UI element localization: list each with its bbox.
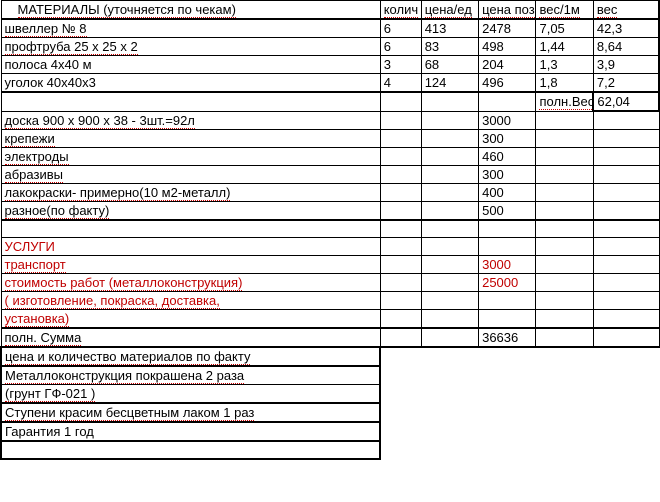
service-row: стоимость работ (металлоконструкция) 250… (1, 274, 659, 292)
header-weight: вес (593, 1, 659, 20)
material-w1: 7,05 (536, 19, 593, 38)
material-row: уголок 40х40х3 4 124 496 1,8 7,2 (1, 74, 659, 93)
material-w: 3,9 (593, 56, 659, 74)
material2-row: лакокраски- примерно(10 м2-металл) 400 (1, 183, 659, 201)
material-w: 8,64 (593, 38, 659, 56)
material2-row: разное(по факту) 500 (1, 201, 659, 220)
material-w: 42,3 (593, 19, 659, 38)
header-weight1: вес/1м (536, 1, 593, 20)
sum-row: полн. Сумма 36636 (1, 328, 659, 347)
services-header: УСЛУГИ (1, 238, 380, 256)
material-row: швеллер № 8 6 413 2478 7,05 42,3 (1, 19, 659, 38)
material-w: 7,2 (593, 74, 659, 93)
note-text: цена и количество материалов по факту (1, 347, 380, 366)
service-total: 25000 (479, 274, 536, 292)
header-materials: МАТЕРИАЛЫ (уточняется по чекам) (1, 1, 380, 20)
service-row: транспорт 3000 (1, 256, 659, 274)
material-name: уголок 40х40х3 (1, 74, 380, 93)
notes-row: Ступени красим бесцветным лаком 1 раз (1, 403, 659, 422)
material-qty: 6 (380, 38, 421, 56)
material2-row: доска 900 х 900 х 38 - 3шт.=92л 3000 (1, 111, 659, 129)
material2-row: электроды 460 (1, 147, 659, 165)
material2-total: 300 (479, 129, 536, 147)
service-name: ( изготовление, покраска, доставка, (1, 292, 380, 310)
material2-total: 400 (479, 183, 536, 201)
materials-table: МАТЕРИАЛЫ (уточняется по чекам) колич це… (0, 0, 660, 460)
notes-row (1, 441, 659, 459)
material-price: 124 (421, 74, 478, 93)
sum-label: полн. Сумма (1, 328, 380, 347)
material2-name: крепежи (1, 129, 380, 147)
notes-row: (грунт ГФ-021 ) (1, 385, 659, 404)
material2-name: доска 900 х 900 х 38 - 3шт.=92л (1, 111, 380, 129)
material-price: 413 (421, 19, 478, 38)
material-name: швеллер № 8 (1, 19, 380, 38)
notes-text: Ступени красим бесцветным лаком 1 раз (1, 403, 380, 422)
notes-row: Гарантия 1 год (1, 422, 659, 441)
material2-total: 500 (479, 201, 536, 220)
material-qty: 3 (380, 56, 421, 74)
material-price: 68 (421, 56, 478, 74)
material-w1: 1,44 (536, 38, 593, 56)
material-w1: 1,8 (536, 74, 593, 93)
service-name: стоимость работ (металлоконструкция) (1, 274, 380, 292)
notes-text: Гарантия 1 год (1, 422, 380, 441)
service-row: установка) (1, 310, 659, 329)
notes-text: (грунт ГФ-021 ) (1, 385, 380, 404)
material-total: 2478 (479, 19, 536, 38)
services-header-row: УСЛУГИ (1, 238, 659, 256)
header-total: цена поз-ц (479, 1, 536, 20)
service-total: 3000 (479, 256, 536, 274)
material-total: 496 (479, 74, 536, 93)
material2-name: лакокраски- примерно(10 м2-металл) (1, 183, 380, 201)
material2-total: 460 (479, 147, 536, 165)
note-row: цена и количество материалов по факту (1, 347, 659, 366)
material-total: 498 (479, 38, 536, 56)
weight-summary-label: полн.Вес (536, 92, 593, 111)
weight-summary-value: 62,04 (593, 92, 659, 111)
material-row: полоса 4х40 м 3 68 204 1,3 3,9 (1, 56, 659, 74)
sum-value: 36636 (479, 328, 536, 347)
material-total: 204 (479, 56, 536, 74)
material2-name: абразивы (1, 165, 380, 183)
material-qty: 4 (380, 74, 421, 93)
empty-row (1, 220, 659, 238)
material2-name: электроды (1, 147, 380, 165)
header-row: МАТЕРИАЛЫ (уточняется по чекам) колич це… (1, 1, 659, 20)
header-price: цена/ед (421, 1, 478, 20)
notes-row: Металлоконструкция покрашена 2 раза (1, 366, 659, 385)
weight-summary-row: полн.Вес 62,04 (1, 92, 659, 111)
service-row: ( изготовление, покраска, доставка, (1, 292, 659, 310)
material-row: профтруба 25 х 25 х 2 6 83 498 1,44 8,64 (1, 38, 659, 56)
service-name: установка) (1, 310, 380, 329)
material-name: полоса 4х40 м (1, 56, 380, 74)
header-qty: колич (380, 1, 421, 20)
material2-total: 300 (479, 165, 536, 183)
material-qty: 6 (380, 19, 421, 38)
material2-name: разное(по факту) (1, 201, 380, 220)
material2-total: 3000 (479, 111, 536, 129)
service-name: транспорт (1, 256, 380, 274)
material-price: 83 (421, 38, 478, 56)
material2-row: абразивы 300 (1, 165, 659, 183)
notes-text: Металлоконструкция покрашена 2 раза (1, 366, 380, 385)
material-w1: 1,3 (536, 56, 593, 74)
material-name: профтруба 25 х 25 х 2 (1, 38, 380, 56)
material2-row: крепежи 300 (1, 129, 659, 147)
